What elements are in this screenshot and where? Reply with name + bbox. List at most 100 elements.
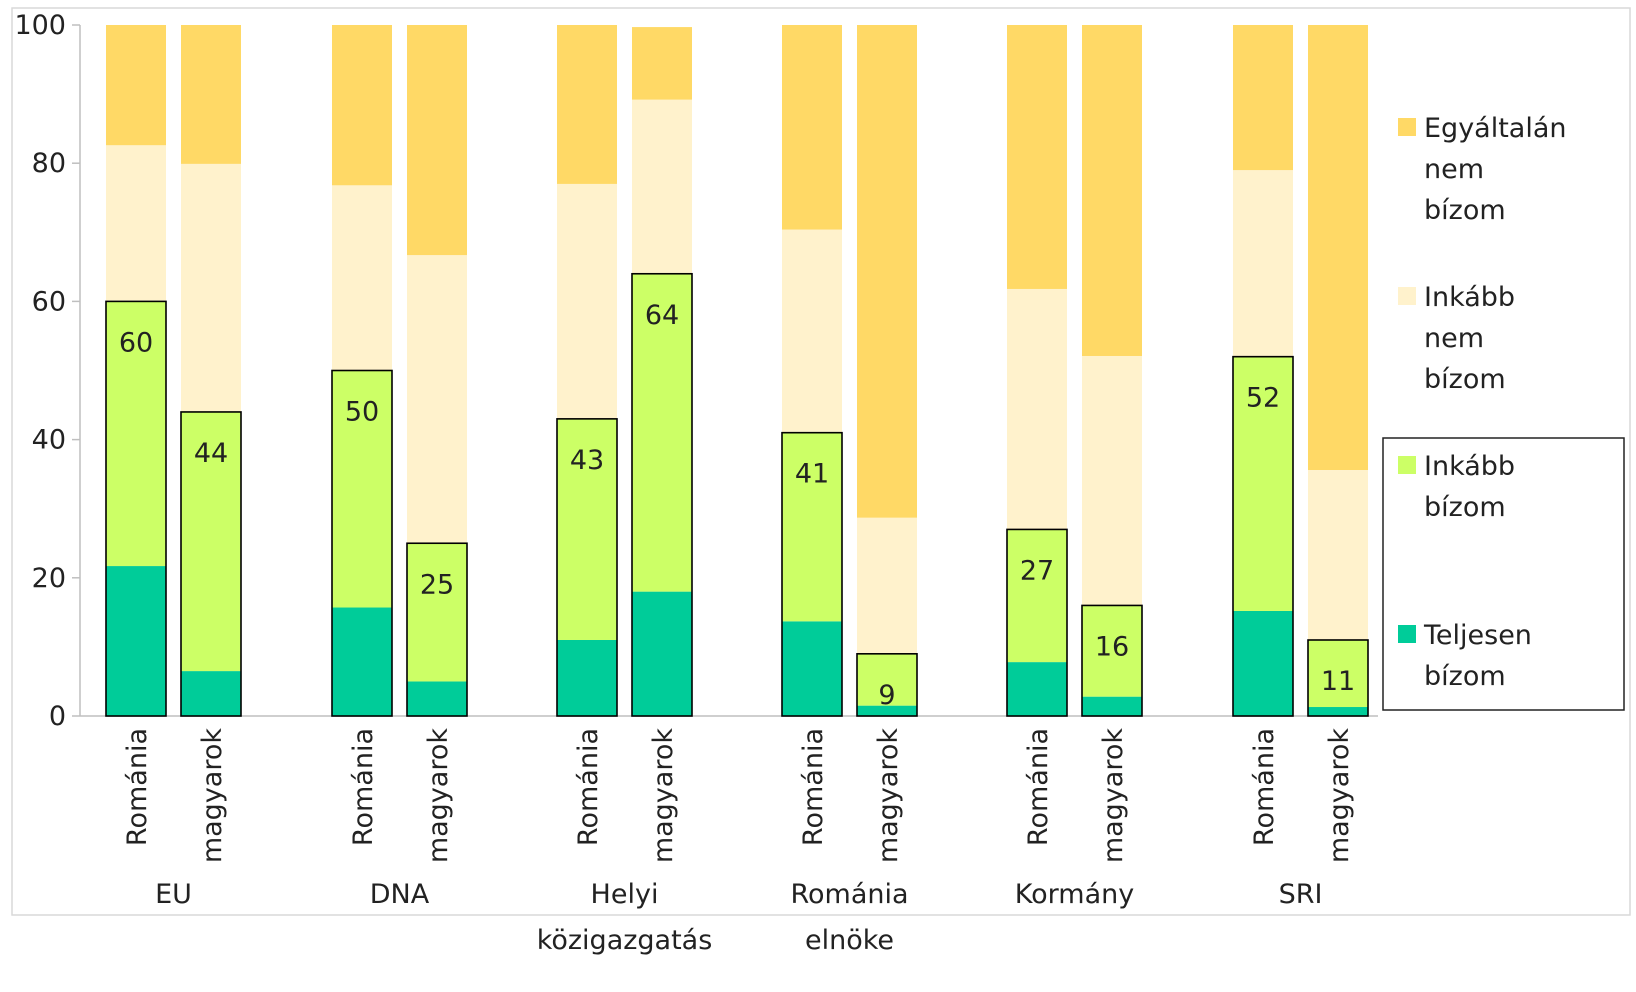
x-subcategory-label: magyarok [197,728,228,864]
bar-segment [106,25,166,146]
bar-total-outline [556,418,618,717]
bar-segment [332,25,392,186]
bar-segment [1233,170,1293,357]
y-tick-label: 60 [32,286,66,317]
legend-swatch [1398,625,1416,643]
bar-segment [407,25,467,256]
y-tick-label: 40 [32,425,66,456]
bar-total-outline [631,272,693,717]
bar-segment [632,27,692,100]
legend-label: Egyáltalán [1424,113,1567,144]
bar-total-label: 64 [645,300,679,331]
legend-label: Inkább [1424,451,1515,482]
bar-segment [1082,355,1142,606]
y-axis: 0 20 40 60 80 100 [14,10,1378,732]
bar-total-label: 50 [345,397,379,428]
x-group-label: Helyi [591,879,659,910]
bars [105,25,1369,717]
legend-label: Teljesen [1423,620,1532,651]
bar-segment [1082,696,1142,716]
legend-swatch [1398,456,1416,474]
x-subcategory-label: Románia [798,728,829,846]
bar-segment [632,273,692,592]
x-subcategory-label: magyarok [1324,728,1355,864]
bar-segment [106,566,166,716]
bar-segment [1007,288,1067,530]
bar-segment [407,543,467,682]
legend-highlight-box [1382,437,1625,711]
bar-segment [557,418,617,640]
bar-total-outline [856,653,918,717]
bar-total-label: 41 [795,459,829,490]
x-group-label: Románia [790,879,908,910]
bar-total-label: 60 [119,327,153,358]
bar-total-outline [180,411,242,717]
bar-total-outline [105,300,167,717]
x-subcategory-label: magyarok [1098,728,1129,864]
bar-total-outline [1307,639,1369,717]
bar-segment [181,671,241,716]
bar-segment [106,145,166,302]
bar-total-outline [1232,355,1294,717]
x-subcategory-label: Románia [122,728,153,846]
bar-total-outline [406,542,468,717]
bar-segment [332,607,392,716]
x-group-label: elnöke [805,925,894,956]
bar-total-outline [1081,604,1143,717]
y-tick-label: 20 [32,563,66,594]
legend: Egyáltalán nem bízom Inkább nem bízom Inkább bí… [1382,113,1625,711]
x-subcategory-label: magyarok [873,728,904,864]
bar-segment [857,517,917,654]
y-tick-label: 80 [32,148,66,179]
y-tick-label: 0 [49,701,66,732]
bar-segment [1007,662,1067,716]
bar-segment [782,25,842,230]
bar-segment [632,591,692,716]
legend-label: bízom [1424,661,1506,692]
bar-segment [106,301,166,567]
x-group-label: Kormány [1015,879,1134,910]
bar-total-label: 44 [194,438,228,469]
legend-label: nem [1424,154,1484,185]
bar-total-label: 43 [570,445,604,476]
x-axis: Románia magyarok Románia magyarok Románia mag… [122,728,1355,956]
bar-total-outline [331,369,393,717]
bar-segment [332,370,392,608]
x-subcategory-label: Románia [573,728,604,846]
legend-swatch [1398,118,1416,136]
x-group-label: DNA [370,879,430,910]
bar-segment [557,25,617,184]
legend-label: Inkább [1424,282,1515,313]
legend-label: bízom [1424,195,1506,226]
bar-segment [557,183,617,419]
bar-total-label: 52 [1246,383,1280,414]
bar-segment [1233,610,1293,716]
bar-segment [857,25,917,518]
x-group-label: SRI [1279,879,1323,910]
x-group-label: közigazgatás [537,925,713,956]
bar-segment [1308,25,1368,471]
bar-segment [557,639,617,716]
legend-swatch [1398,287,1416,305]
data-labels: 60 44 50 25 43 64 41 9 27 16 52 11 [119,300,1355,711]
x-subcategory-label: magyarok [648,728,679,864]
legend-label: nem [1424,323,1484,354]
legend-label: bízom [1424,492,1506,523]
bar-total-label: 16 [1095,631,1129,662]
x-subcategory-label: magyarok [423,728,454,864]
bar-segment [1308,639,1368,708]
bar-segment [1007,529,1067,663]
bar-total-outline [1006,528,1068,717]
bar-segment [181,25,241,164]
bar-segment [857,653,917,706]
bar-total-outline [781,431,843,717]
x-group-label: EU [155,879,192,910]
x-subcategory-label: Románia [1249,728,1280,846]
bar-segment [782,229,842,433]
x-subcategory-label: Románia [348,728,379,846]
y-tick-label: 100 [14,10,66,41]
bar-segment [1082,25,1142,356]
bar-segment [407,681,467,716]
